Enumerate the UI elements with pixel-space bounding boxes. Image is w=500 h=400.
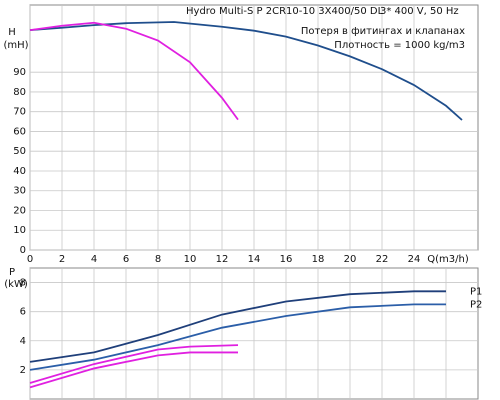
curve — [29, 344, 239, 384]
y-tick-label: 20 — [13, 205, 26, 216]
series-label: P2 — [470, 299, 482, 310]
y-tick-label: 4 — [20, 336, 26, 347]
y-tick-label: 30 — [13, 186, 26, 197]
x-tick-label: 18 — [312, 254, 325, 265]
x-tick-label: 16 — [280, 254, 293, 265]
curve — [29, 303, 446, 371]
y-axis-label: P — [9, 267, 15, 278]
y-tick-label: 90 — [13, 67, 26, 78]
y-tick-label: 50 — [13, 146, 26, 157]
x-axis-label: Q(m3/h) — [427, 254, 469, 265]
annotation: Потеря в фитингах и клапанах — [301, 26, 465, 37]
x-tick-label: 2 — [59, 254, 65, 265]
chart-title: Hydro Multi-S P 2CR10-10 3X400/50 DL — [186, 6, 384, 17]
curve — [29, 21, 239, 121]
y-tick-label: 6 — [20, 307, 26, 318]
x-tick-label: 10 — [184, 254, 197, 265]
curve — [29, 21, 463, 121]
curve — [29, 351, 238, 389]
y-tick-label: 2 — [20, 365, 26, 376]
chart-subtitle: 3* 400 V, 50 Hz — [380, 6, 459, 17]
x-tick-label: 0 — [27, 254, 33, 265]
x-tick-label: 12 — [216, 254, 229, 265]
x-tick-label: 4 — [91, 254, 97, 265]
y-tick-label: 80 — [13, 87, 26, 98]
y-axis-unit: (mH) — [3, 40, 28, 51]
x-tick-label: 6 — [123, 254, 129, 265]
y-tick-label: 8 — [20, 278, 26, 289]
y-tick-label: 60 — [13, 126, 26, 137]
x-tick-label: 8 — [155, 254, 161, 265]
y-tick-label: 0 — [20, 245, 26, 256]
y-axis-label: H — [8, 27, 16, 38]
y-tick-label: 70 — [13, 107, 26, 118]
x-tick-label: 20 — [344, 254, 357, 265]
x-tick-label: 14 — [248, 254, 261, 265]
x-tick-label: 24 — [408, 254, 421, 265]
y-tick-label: 10 — [13, 225, 26, 236]
y-tick-label: 40 — [13, 166, 26, 177]
series-label: P1 — [470, 286, 482, 297]
y-axis-unit: (kW) — [4, 279, 28, 290]
x-tick-label: 22 — [376, 254, 389, 265]
annotation: Плотность = 1000 kg/m3 — [334, 40, 465, 51]
curve — [29, 290, 446, 363]
